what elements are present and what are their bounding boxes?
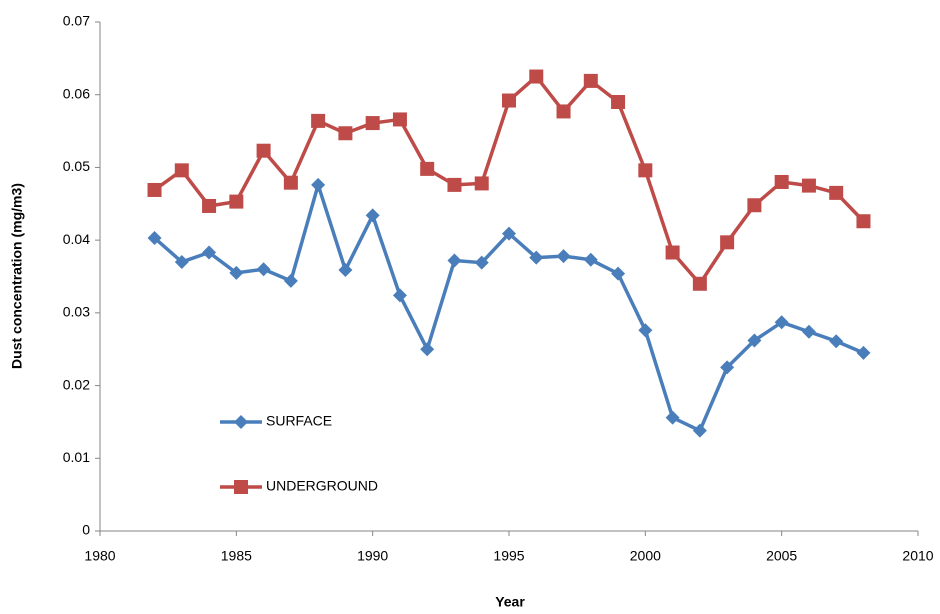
marker [174,254,189,269]
marker [611,266,626,281]
x-tick-label: 1985 [221,548,252,564]
marker [692,276,707,291]
marker [338,262,353,277]
marker [311,113,326,128]
y-tick-label: 0.03 [63,304,90,320]
marker [583,73,598,88]
marker [583,252,598,267]
marker [420,161,435,176]
marker [611,94,626,109]
marker [556,104,571,119]
marker [147,230,162,245]
marker [856,345,871,360]
marker [311,177,326,192]
marker [392,288,407,303]
marker [474,176,489,191]
legend-marker [234,480,248,494]
y-tick-label: 0.02 [63,376,90,392]
marker [556,249,571,264]
marker [447,177,462,192]
marker [147,182,162,197]
marker [665,245,680,260]
marker [529,250,544,265]
y-tick-label: 0.06 [63,85,90,101]
y-tick-label: 0.05 [63,158,90,174]
legend-marker [234,415,248,429]
y-axis-label: Dust concentration (mg/m3) [9,183,25,369]
marker [720,235,735,250]
marker [447,253,462,268]
marker [420,342,435,357]
marker [338,126,353,141]
x-tick-label: 2000 [630,548,661,564]
legend-label: UNDERGROUND [266,478,378,494]
marker [665,410,680,425]
x-tick-label: 2010 [902,548,933,564]
marker [720,360,735,375]
marker [801,324,816,339]
marker [474,255,489,270]
marker [747,333,762,348]
marker [392,112,407,127]
x-axis-label: Year [495,594,525,610]
marker [283,273,298,288]
y-tick-label: 0.01 [63,449,90,465]
y-tick-label: 0 [82,522,90,538]
x-tick-label: 2005 [766,548,797,564]
marker [365,208,380,223]
marker [747,198,762,213]
marker [638,323,653,338]
x-tick-label: 1990 [357,548,388,564]
marker [202,198,217,213]
marker [774,174,789,189]
x-tick-label: 1980 [84,548,115,564]
marker [174,163,189,178]
marker [229,194,244,209]
y-tick-label: 0.07 [63,13,90,29]
marker [256,262,271,277]
y-tick-label: 0.04 [63,231,90,247]
marker [638,163,653,178]
marker [801,178,816,193]
marker [202,245,217,260]
legend-label: SURFACE [266,413,332,429]
series-line [153,183,865,433]
marker [283,175,298,190]
marker [529,69,544,84]
series-line [153,74,865,286]
marker [256,143,271,158]
marker [829,334,844,349]
marker [502,93,516,108]
marker [502,226,516,241]
marker [774,315,789,330]
marker [229,265,244,280]
marker [692,423,707,438]
marker [829,185,844,200]
marker [365,116,380,131]
x-tick-label: 1995 [493,548,524,564]
marker [856,214,871,229]
